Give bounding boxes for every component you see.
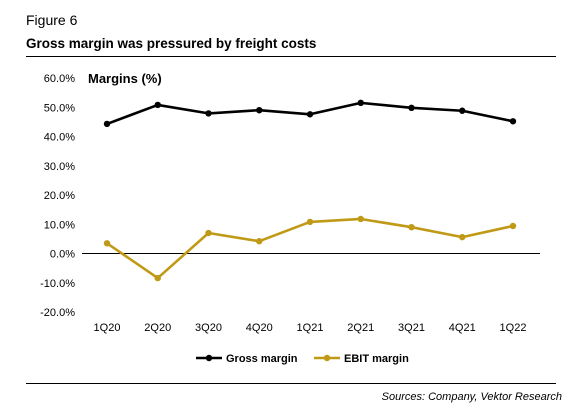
series-1-point [205, 110, 212, 117]
y-tick-label: -10.0% [40, 278, 75, 290]
y-tick-label: 60.0% [44, 73, 75, 85]
series-1-point [154, 101, 161, 109]
legend-swatch-marker [323, 354, 331, 362]
legend-swatch-marker [205, 354, 213, 362]
series-2-point [103, 240, 111, 247]
y-tick-label: 20.0% [44, 190, 75, 202]
x-tick-label: 4Q20 [246, 322, 273, 334]
series-1-point [256, 106, 263, 114]
series-line-2 [106, 217, 514, 280]
figure-title: Gross margin was pressured by freight co… [26, 36, 317, 51]
legend-label: Gross margin [226, 353, 298, 365]
x-tick-label: 2Q21 [347, 322, 374, 334]
series-2-point [306, 218, 314, 226]
x-axis: 1Q20 2Q20 3Q20 4Q20 1Q21 2Q21 3Q21 4Q21 1Q22 [94, 322, 527, 334]
bottom-rule [26, 383, 556, 384]
series-2-point [256, 238, 263, 245]
x-tick-label: 1Q21 [297, 322, 324, 334]
x-tick-label: 1Q22 [500, 322, 527, 334]
series-2-point [408, 223, 415, 231]
legend-label: EBIT margin [344, 353, 409, 365]
x-tick-label: 3Q21 [398, 322, 425, 334]
legend: Gross margin EBIT margin [196, 353, 409, 365]
x-tick-label: 1Q20 [94, 322, 121, 334]
series-1-point [408, 104, 415, 112]
series-1-point [509, 118, 517, 125]
series-layer [103, 99, 517, 282]
y-tick-label: 0.0% [50, 249, 75, 261]
series-1-point [357, 99, 364, 107]
series-2-point [154, 274, 161, 282]
x-tick-label: 3Q20 [195, 322, 222, 334]
y-axis: 60.0% 50.0% 40.0% 30.0% 20.0% 10.0% 0.0% -10.0%… [40, 73, 75, 319]
series-1-point [306, 111, 314, 118]
figure-label: Figure 6 [26, 12, 78, 28]
x-tick-label: 4Q21 [449, 322, 476, 334]
top-rule [26, 56, 556, 57]
y-tick-label: 30.0% [44, 161, 75, 173]
series-2-point [357, 215, 364, 223]
y-tick-label: 10.0% [44, 219, 75, 231]
series-2-point [205, 229, 212, 237]
x-tick-label: 2Q20 [144, 322, 171, 334]
chart-title: Margins (%) [88, 71, 162, 86]
series-1-point [459, 107, 466, 114]
series-2-point [509, 222, 517, 230]
y-tick-label: -20.0% [40, 307, 75, 319]
series-2-point [459, 233, 466, 241]
y-tick-label: 40.0% [44, 132, 75, 144]
y-tick-label: 50.0% [44, 102, 75, 114]
sources-note: Sources: Company, Vektor Research [381, 391, 562, 403]
series-1-point [103, 120, 111, 128]
